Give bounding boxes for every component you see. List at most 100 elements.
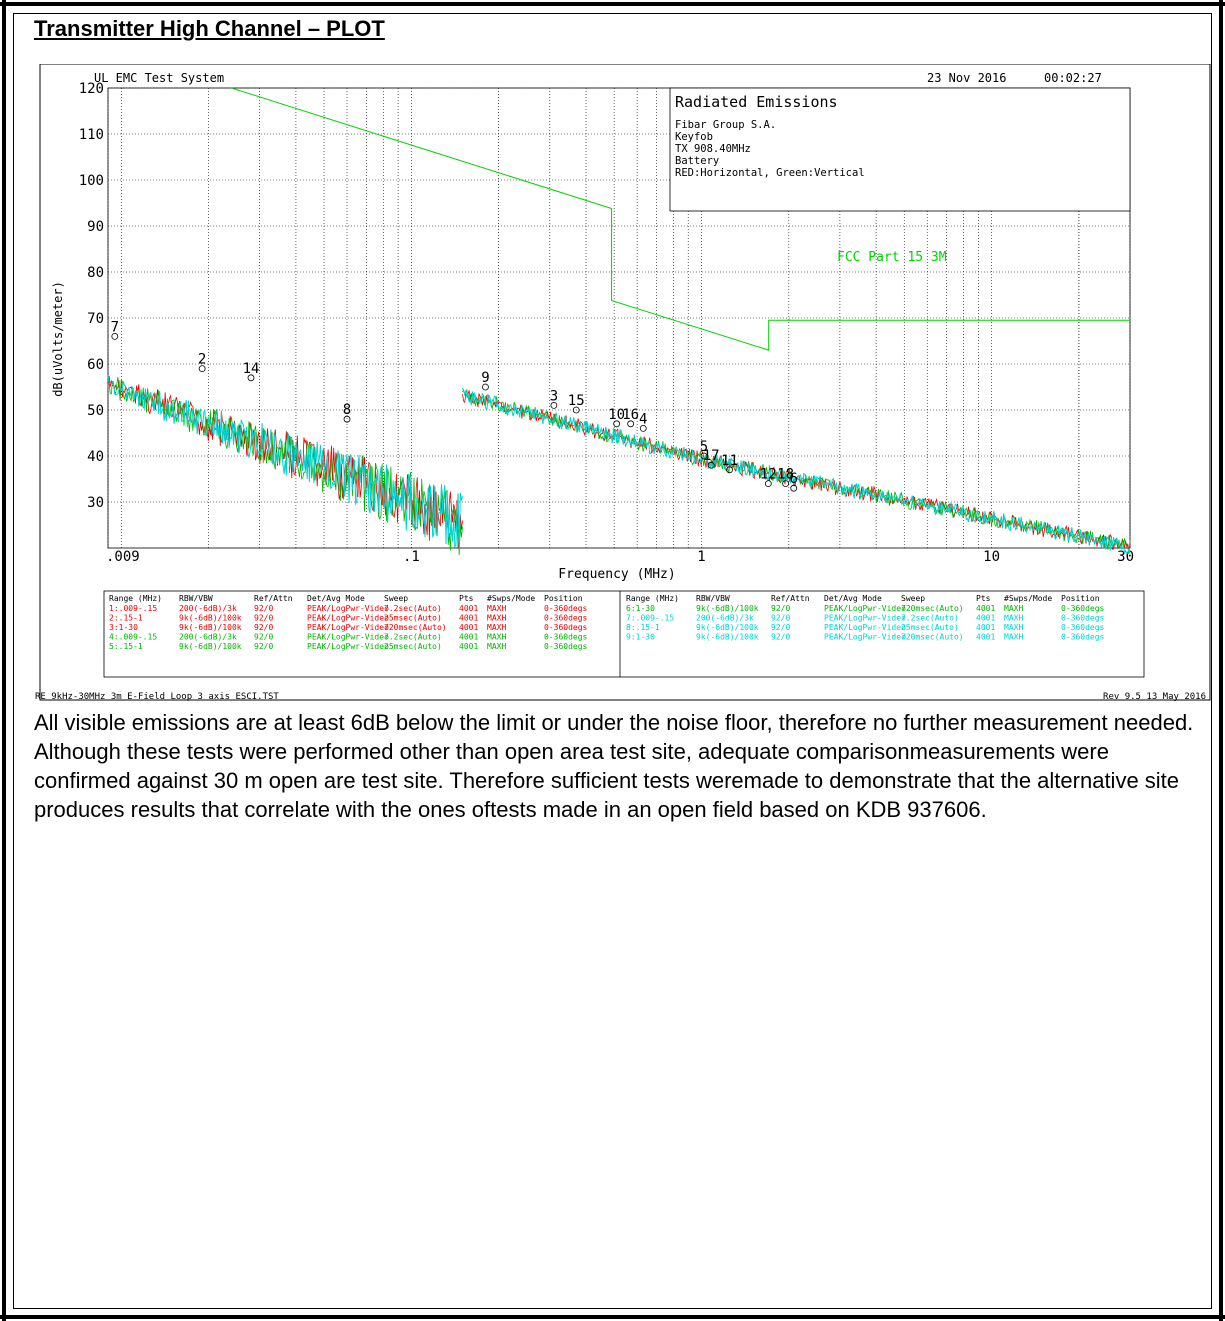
marker-dot xyxy=(550,401,558,409)
marker-dot xyxy=(111,332,119,340)
marker-label: 2 xyxy=(198,352,206,368)
marker-label: 17 xyxy=(703,448,720,464)
table-cell: 0-360degs xyxy=(1061,623,1105,632)
table-cell: 200(-6dB)/3k xyxy=(179,604,237,613)
y-axis-label: dB(uVolts/meter) xyxy=(51,281,65,397)
footer-right: Rev 9.5 13 May 2016 xyxy=(1103,692,1206,702)
marker-dot xyxy=(790,484,798,492)
y-tick-label: 40 xyxy=(87,449,104,465)
table-cell: 7.2sec(Auto) xyxy=(384,633,442,642)
table-header: #Swps/Mode xyxy=(1004,594,1052,603)
marker-dot xyxy=(707,461,715,469)
paragraph: All visible emissions are at least 6dB b… xyxy=(34,710,1194,735)
marker-label: 3 xyxy=(550,388,558,404)
table-cell: 7.2sec(Auto) xyxy=(901,614,959,623)
table-cell: 4001 xyxy=(976,604,995,613)
y-tick-label: 50 xyxy=(87,403,104,419)
table-cell: 92/0 xyxy=(771,614,790,623)
table-cell: 92/0 xyxy=(254,623,273,632)
page-border-bottom xyxy=(0,1315,1225,1319)
info-box: Radiated Emissions Fibar Group S.A. Keyf… xyxy=(669,87,1131,212)
table-cell: 0-360degs xyxy=(544,623,588,632)
marker-dot xyxy=(627,420,635,428)
table-header: Pts xyxy=(459,594,474,603)
y-tick-label: 120 xyxy=(79,81,104,97)
table-header: RBW/VBW xyxy=(696,594,730,603)
y-tick-labels: 30 40 50 60 70 80 90 100 110 120 xyxy=(79,81,104,511)
table-cell: 92/0 xyxy=(254,614,273,623)
table-cell: 3:1-30 xyxy=(109,623,138,632)
table-cell: 4001 xyxy=(976,623,995,632)
page-border-top xyxy=(0,2,1225,6)
y-tick-label: 30 xyxy=(87,495,104,511)
marker-dot xyxy=(726,466,733,474)
marker-label: 7 xyxy=(111,319,119,335)
info-line: TX 908.40MHz xyxy=(675,143,751,155)
marker-dot xyxy=(343,415,351,423)
marker-dot xyxy=(482,383,489,391)
table-cell: 92/0 xyxy=(254,642,273,651)
limit-label: FCC Part 15 3M xyxy=(837,250,947,265)
table-header: Range (MHz) xyxy=(626,594,679,603)
table-cell: 4:.009-.15 xyxy=(109,633,157,642)
table-cell: 4001 xyxy=(459,633,478,642)
y-tick-label: 80 xyxy=(87,265,104,281)
table-header: Det/Avg Mode xyxy=(307,594,365,603)
y-tick-label: 70 xyxy=(87,311,104,327)
table-cell: 200(-6dB)/3k xyxy=(696,614,754,623)
table-header: Det/Avg Mode xyxy=(824,594,882,603)
marker-dot xyxy=(198,365,206,373)
table-cell: MAXH xyxy=(1004,614,1023,623)
x-tick-label: 1 xyxy=(697,549,705,565)
table-cell: PEAK/LogPwr-Video xyxy=(307,623,389,632)
table-cell: PEAK/LogPwr-Video xyxy=(307,604,389,613)
table-cell: 720msec(Auto) xyxy=(901,604,964,613)
table-cell: MAXH xyxy=(487,614,506,623)
x-tick-labels: .009 .1 1 10 30 xyxy=(106,549,1134,565)
info-line: Keyfob xyxy=(675,131,713,143)
emission-trace xyxy=(107,375,463,551)
table-cell: PEAK/LogPwr-Video xyxy=(824,633,906,642)
table-header: Sweep xyxy=(384,594,408,603)
x-tick-label: 10 xyxy=(983,549,1000,565)
info-title: Radiated Emissions xyxy=(675,93,838,111)
marker-label: 11 xyxy=(721,453,738,469)
table-cell: 0-360degs xyxy=(1061,614,1105,623)
table-cell: 0-360degs xyxy=(1061,604,1105,613)
table-header: Range (MHz) xyxy=(109,594,162,603)
table-header: #Swps/Mode xyxy=(487,594,535,603)
marker-dot xyxy=(572,406,580,414)
table-cell: 720msec(Auto) xyxy=(901,633,964,642)
limit-line xyxy=(231,87,1130,351)
table-cell: 4001 xyxy=(459,623,478,632)
table-cell: MAXH xyxy=(1004,633,1023,642)
marker-dot xyxy=(764,480,772,488)
marker-dot xyxy=(782,480,790,488)
page-border-right xyxy=(1219,0,1223,1321)
table-cell: 92/0 xyxy=(771,623,790,632)
table-cell: 4001 xyxy=(976,633,995,642)
table-cell: 9k(-6dB)/100k xyxy=(179,642,242,651)
table-cell: MAXH xyxy=(487,623,506,632)
marker-label: 18 xyxy=(777,467,794,483)
marker-label: 10 xyxy=(608,407,625,423)
table-cell: PEAK/LogPwr-Video xyxy=(307,614,389,623)
table-header: Position xyxy=(1061,594,1100,603)
page-border-left xyxy=(2,0,6,1321)
table-cell: 92/0 xyxy=(771,604,790,613)
table-header: RBW/VBW xyxy=(179,594,213,603)
grid xyxy=(107,87,1131,549)
table-cell: MAXH xyxy=(487,642,506,651)
marker-dot xyxy=(613,420,621,428)
emission-trace xyxy=(701,450,1131,551)
table-header: Ref/Attn xyxy=(254,594,293,603)
table-cell: 5:.15-1 xyxy=(109,642,143,651)
footer-left: RE 9kHz-30MHz 3m E-Field Loop 3 axis ESC… xyxy=(35,692,279,702)
marker-label: 8 xyxy=(343,402,351,418)
table-cell: 0-360degs xyxy=(544,633,588,642)
table-header: Sweep xyxy=(901,594,925,603)
emission-traces xyxy=(107,375,1131,556)
table-cell: 9k(-6dB)/100k xyxy=(696,633,759,642)
y-tick-label: 110 xyxy=(79,127,104,143)
